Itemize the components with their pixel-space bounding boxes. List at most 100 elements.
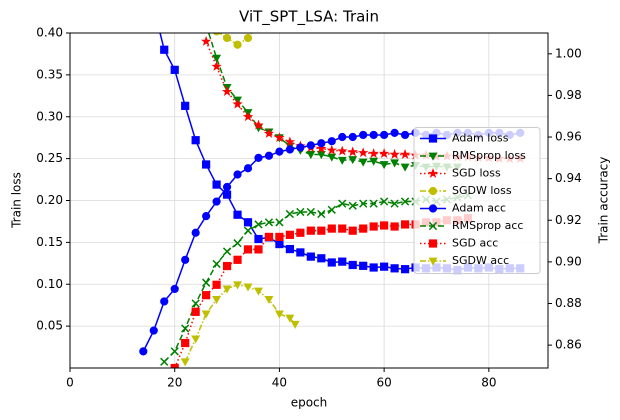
marker — [233, 239, 242, 248]
marker — [264, 151, 274, 160]
marker — [380, 130, 389, 140]
marker — [160, 357, 169, 366]
marker — [296, 228, 305, 237]
marker — [369, 130, 378, 140]
marker — [212, 54, 222, 63]
marker — [327, 224, 336, 233]
marker — [285, 230, 294, 239]
marker — [327, 258, 336, 267]
marker — [285, 244, 294, 254]
y-tick-label: 0.15 — [36, 235, 63, 249]
marker — [191, 136, 200, 145]
marker — [327, 205, 336, 214]
marker — [368, 148, 379, 158]
marker — [212, 295, 222, 304]
marker — [316, 151, 326, 160]
y-tick-label: 0.35 — [36, 67, 63, 81]
marker — [369, 222, 378, 231]
marker — [181, 324, 190, 333]
y-tick-label: 0.10 — [36, 277, 63, 291]
marker — [243, 33, 253, 43]
marker — [359, 261, 368, 270]
marker — [338, 257, 347, 266]
marker — [290, 320, 300, 329]
y2-tick-label: 0.88 — [555, 296, 582, 310]
marker — [428, 221, 438, 231]
x-tick-label: 20 — [167, 376, 182, 390]
marker — [348, 201, 357, 210]
marker — [428, 152, 438, 161]
marker — [348, 226, 357, 235]
marker — [202, 291, 211, 300]
marker — [233, 40, 242, 49]
marker — [160, 297, 169, 306]
marker — [212, 259, 221, 269]
x-axis-label: epoch — [291, 396, 328, 410]
marker — [221, 86, 233, 97]
marker — [233, 281, 242, 290]
x-tick-label: 80 — [481, 376, 496, 390]
series-line — [184, 283, 296, 363]
marker — [390, 159, 400, 168]
x-tick-label: 40 — [272, 376, 287, 390]
marker — [427, 168, 439, 178]
marker — [379, 197, 389, 206]
marker — [200, 35, 212, 46]
marker — [253, 119, 264, 130]
marker — [285, 145, 294, 154]
marker — [211, 61, 222, 71]
y-tick-label: 0.30 — [36, 109, 63, 123]
marker — [369, 263, 378, 272]
y2-tick-label: 0.92 — [555, 213, 582, 227]
marker — [254, 245, 263, 254]
marker — [222, 261, 232, 271]
marker — [275, 218, 284, 227]
marker — [243, 283, 253, 292]
marker — [306, 207, 315, 217]
marker — [149, 326, 158, 335]
marker — [243, 218, 253, 227]
marker — [222, 182, 232, 192]
marker — [264, 232, 274, 242]
marker — [233, 210, 242, 219]
y-axis-label: Train loss — [10, 172, 24, 229]
marker — [347, 146, 358, 157]
marker — [212, 280, 221, 289]
x-tick-label: 60 — [376, 376, 391, 390]
marker — [317, 209, 326, 219]
marker — [296, 248, 305, 257]
marker — [212, 197, 221, 206]
marker — [327, 153, 337, 162]
y-tick-label: 0.20 — [36, 193, 63, 207]
marker — [348, 260, 357, 270]
legend-label: RMSprop acc — [452, 219, 523, 232]
marker — [359, 224, 368, 233]
marker — [242, 111, 254, 122]
marker — [254, 234, 263, 244]
chart-title: ViT_SPT_LSA: Train — [239, 8, 379, 27]
x-tick-label: 0 — [66, 376, 74, 390]
marker — [378, 148, 390, 158]
marker — [212, 180, 221, 189]
marker — [400, 220, 410, 229]
marker — [317, 226, 326, 235]
marker — [254, 220, 263, 229]
marker — [201, 278, 211, 287]
marker — [389, 148, 400, 159]
axes: 0 20 40 60 80 0.05 0.10 0.15 0.20 0.25 0.30 0.35 0.4… — [36, 26, 581, 390]
marker — [170, 65, 179, 74]
marker — [390, 264, 399, 273]
y2-tick-label: 0.90 — [555, 254, 582, 268]
y-tick-label: 0.40 — [36, 26, 63, 40]
marker — [181, 255, 190, 264]
marker — [233, 170, 242, 179]
y-tick-label: 0.05 — [36, 319, 63, 333]
marker — [369, 199, 378, 208]
marker — [243, 226, 253, 235]
marker — [264, 295, 274, 304]
legend-label: SGD acc — [452, 237, 498, 250]
marker — [359, 199, 368, 208]
legend-label: SGDW loss — [452, 184, 512, 197]
marker — [285, 209, 295, 219]
marker — [180, 358, 190, 367]
